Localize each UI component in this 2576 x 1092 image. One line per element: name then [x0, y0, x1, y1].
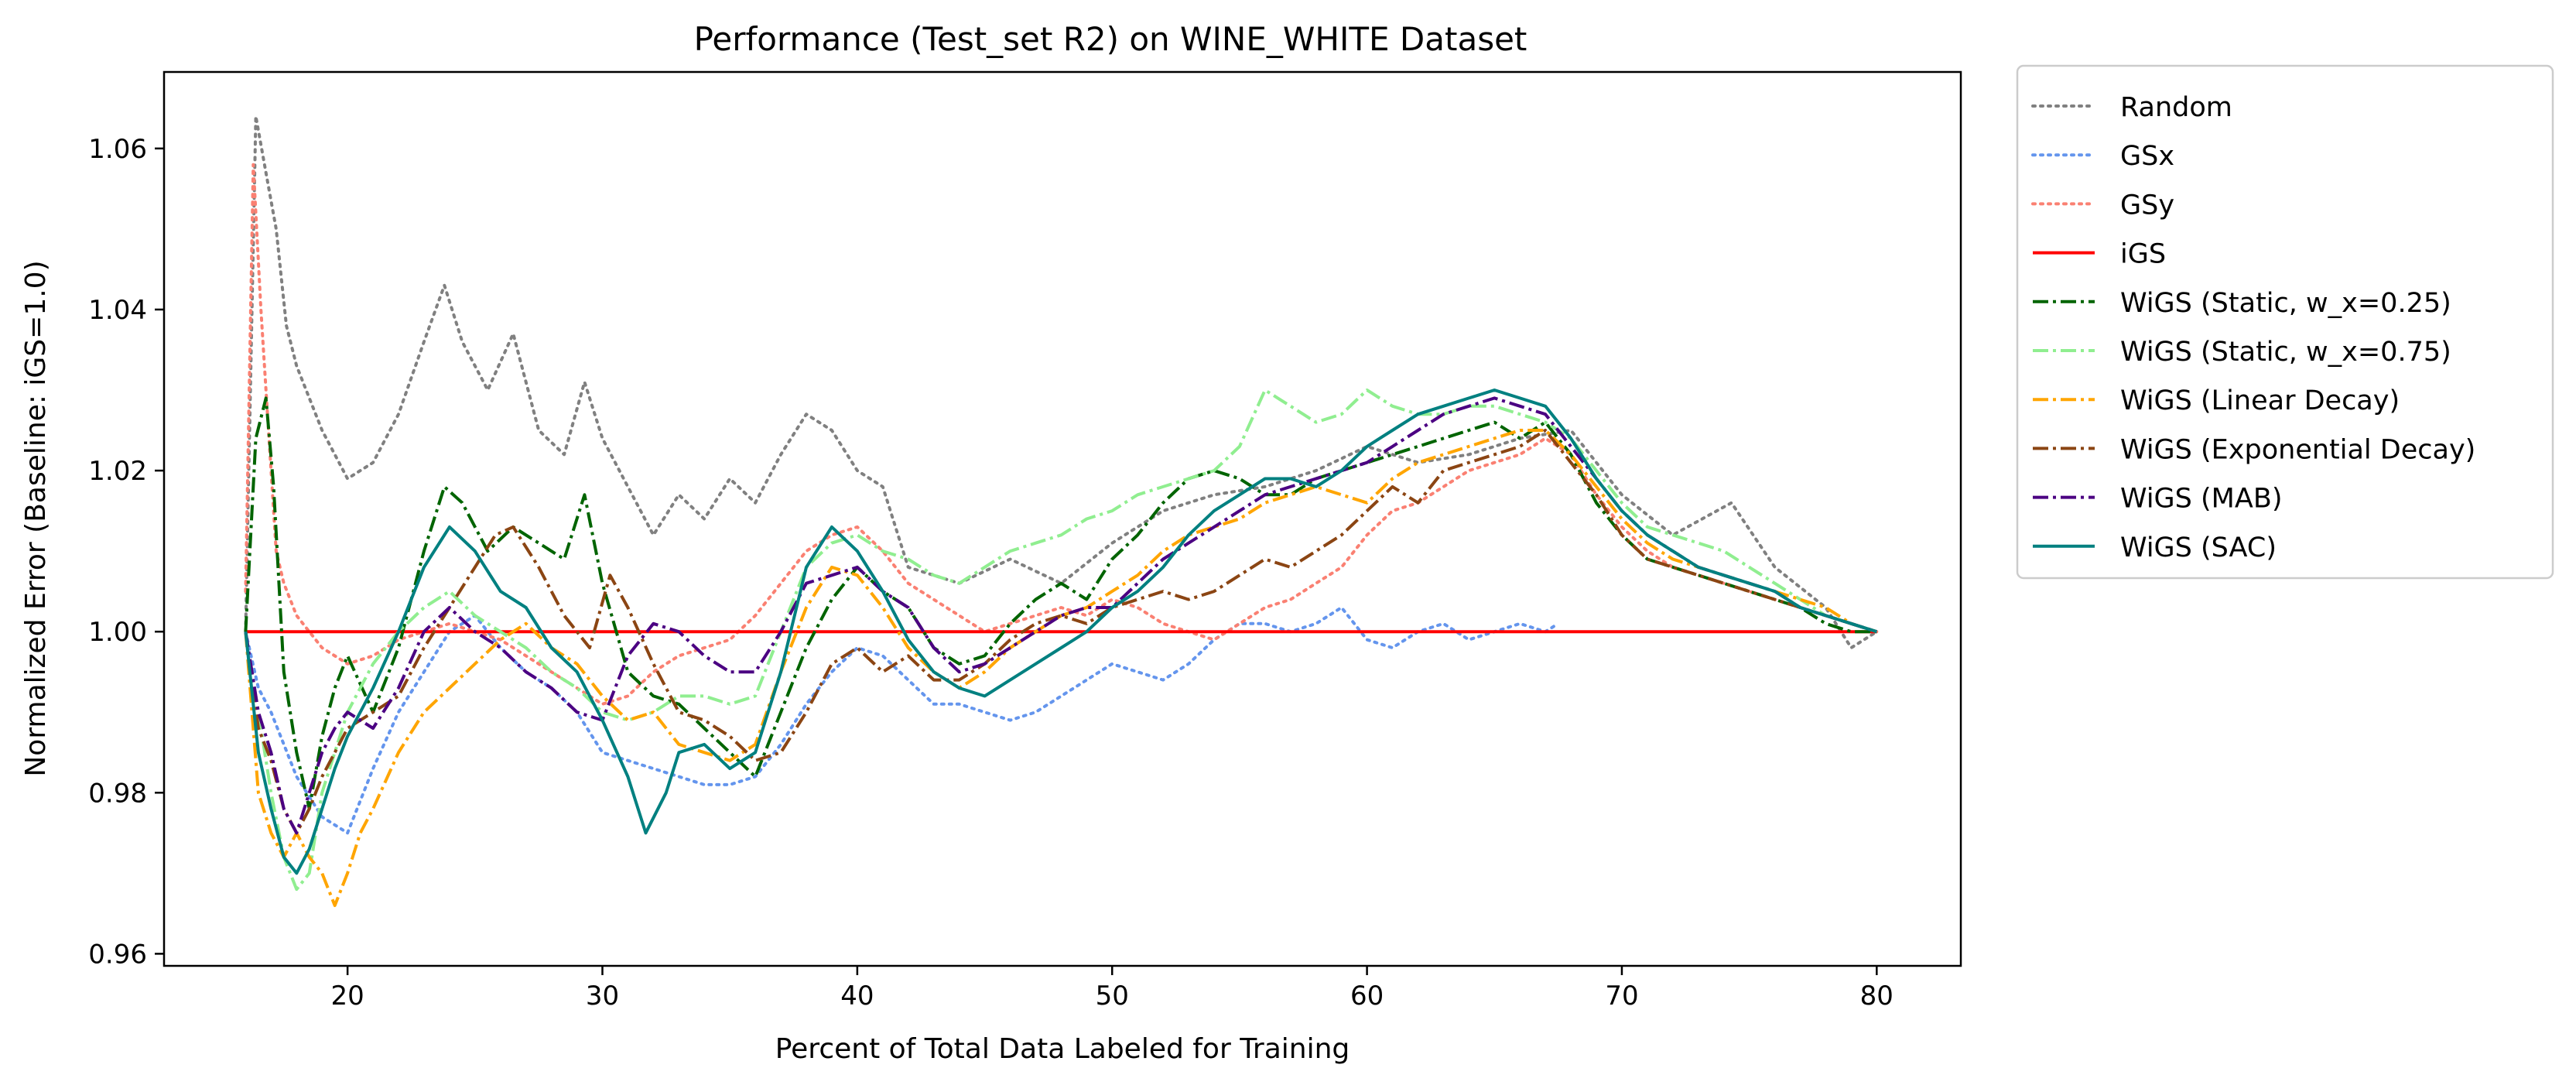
y-tick-label: 0.96: [88, 939, 147, 970]
legend-label-wigs-linear-decay: WiGS (Linear Decay): [2120, 385, 2400, 416]
legend-label-igs: iGS: [2120, 239, 2166, 270]
legend-label-wigs-static-w-x-0-75: WiGS (Static, w_x=0.75): [2120, 337, 2451, 368]
x-tick-label: 20: [331, 981, 364, 1012]
series-line-wigs-exponential-decay: [244, 429, 1877, 835]
legend: Random GSx GSy iGS WiGS (Static, w_x=0.25) Wi…: [2016, 64, 2554, 580]
x-tick-label: 70: [1605, 981, 1638, 1012]
legend-box: [2016, 64, 2554, 580]
x-tick-label: 30: [586, 981, 619, 1012]
plot-area: [244, 115, 1879, 907]
x-axis: 20 30 40 50 60 70 80: [331, 966, 1894, 1012]
y-tick-label: 1.02: [88, 456, 147, 487]
legend-label-wigs-mab: WiGS (MAB): [2120, 484, 2283, 515]
x-tick-label: 60: [1350, 981, 1384, 1012]
chart-title: Performance (Test_set R2) on WINE_WHITE …: [694, 20, 1527, 58]
plot-frame: [162, 70, 1962, 967]
series-line-gsx: [244, 606, 1560, 835]
y-tick-label: 1.04: [88, 295, 147, 326]
legend-label-gsx: GSx: [2120, 141, 2174, 172]
series-line-gsy: [244, 163, 1879, 706]
legend-label-random: Random: [2120, 92, 2232, 123]
y-tick-label: 0.98: [88, 778, 147, 809]
y-axis: 0.96 0.98 1.00 1.02 1.04 1.06: [88, 134, 164, 970]
y-tick-label: 1.00: [88, 617, 147, 648]
x-tick-label: 40: [840, 981, 874, 1012]
series-line-wigs-sac: [244, 389, 1877, 875]
series-line-wigs-static-w-x-0-75: [244, 389, 1877, 892]
legend-label-wigs-exponential-decay: WiGS (Exponential Decay): [2120, 434, 2475, 465]
x-axis-title: Percent of Total Data Labeled for Traini…: [775, 1033, 1350, 1065]
series-line-wigs-linear-decay: [244, 429, 1877, 907]
legend-label-wigs-static-w-x-0-25: WiGS (Static, w_x=0.25): [2120, 288, 2451, 319]
y-tick-label: 1.06: [88, 134, 147, 165]
series-line-wigs-static-w-x-0-25: [244, 396, 1877, 811]
legend-label-wigs-sac: WiGS (SAC): [2120, 532, 2277, 563]
x-tick-label: 50: [1096, 981, 1129, 1012]
y-axis-title: Normalized Error (Baseline: iGS=1.0): [20, 260, 52, 776]
series-line-random: [244, 115, 1879, 649]
legend-label-gsy: GSy: [2120, 190, 2174, 221]
x-tick-label: 80: [1860, 981, 1894, 1012]
